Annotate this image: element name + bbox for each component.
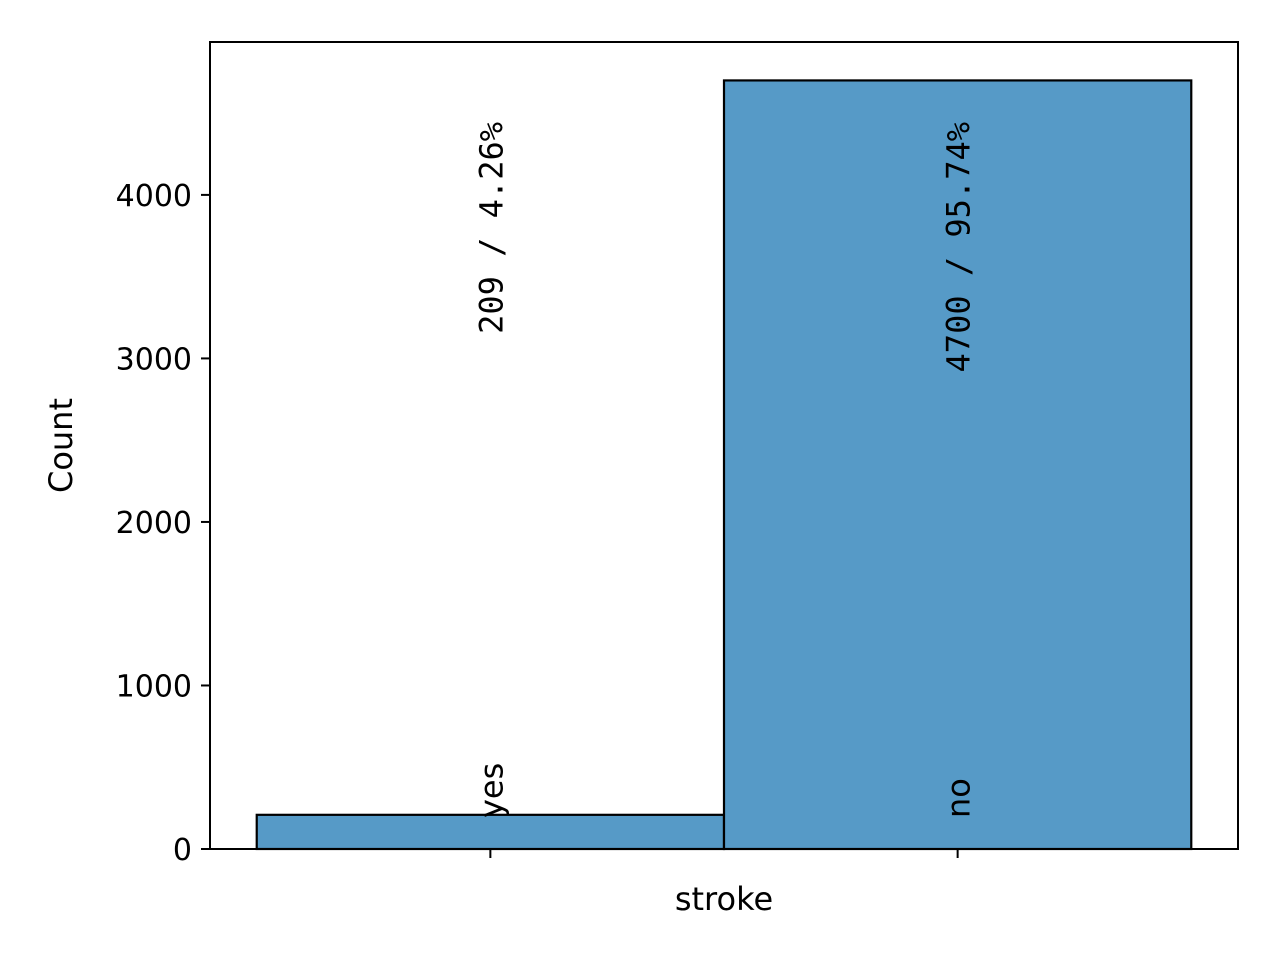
x-axis-ticks bbox=[489, 849, 959, 858]
bar-yes bbox=[255, 813, 726, 851]
y-tick-label: 2000 bbox=[116, 506, 192, 541]
category-label: no bbox=[940, 778, 978, 818]
x-axis-label: stroke bbox=[675, 880, 773, 918]
y-tick-label: 3000 bbox=[116, 342, 192, 377]
y-tick-label: 0 bbox=[173, 833, 192, 868]
y-tick-label: 1000 bbox=[116, 669, 192, 704]
y-tick-label: 4000 bbox=[116, 179, 192, 214]
category-label: yes bbox=[472, 763, 510, 818]
bar-labels-group: yes 209 / 4.26% no 4700 / 95.74% bbox=[472, 122, 977, 818]
y-axis-ticks: 0 1000 2000 3000 4000 bbox=[116, 179, 210, 868]
y-axis-label: Count bbox=[42, 398, 80, 493]
plot-frame bbox=[209, 41, 1239, 850]
bars-group bbox=[255, 79, 1193, 851]
bar-value-label: 209 / 4.26% bbox=[472, 122, 510, 334]
bar-value-label: 4700 / 95.74% bbox=[940, 122, 978, 372]
bar-no bbox=[722, 79, 1193, 851]
